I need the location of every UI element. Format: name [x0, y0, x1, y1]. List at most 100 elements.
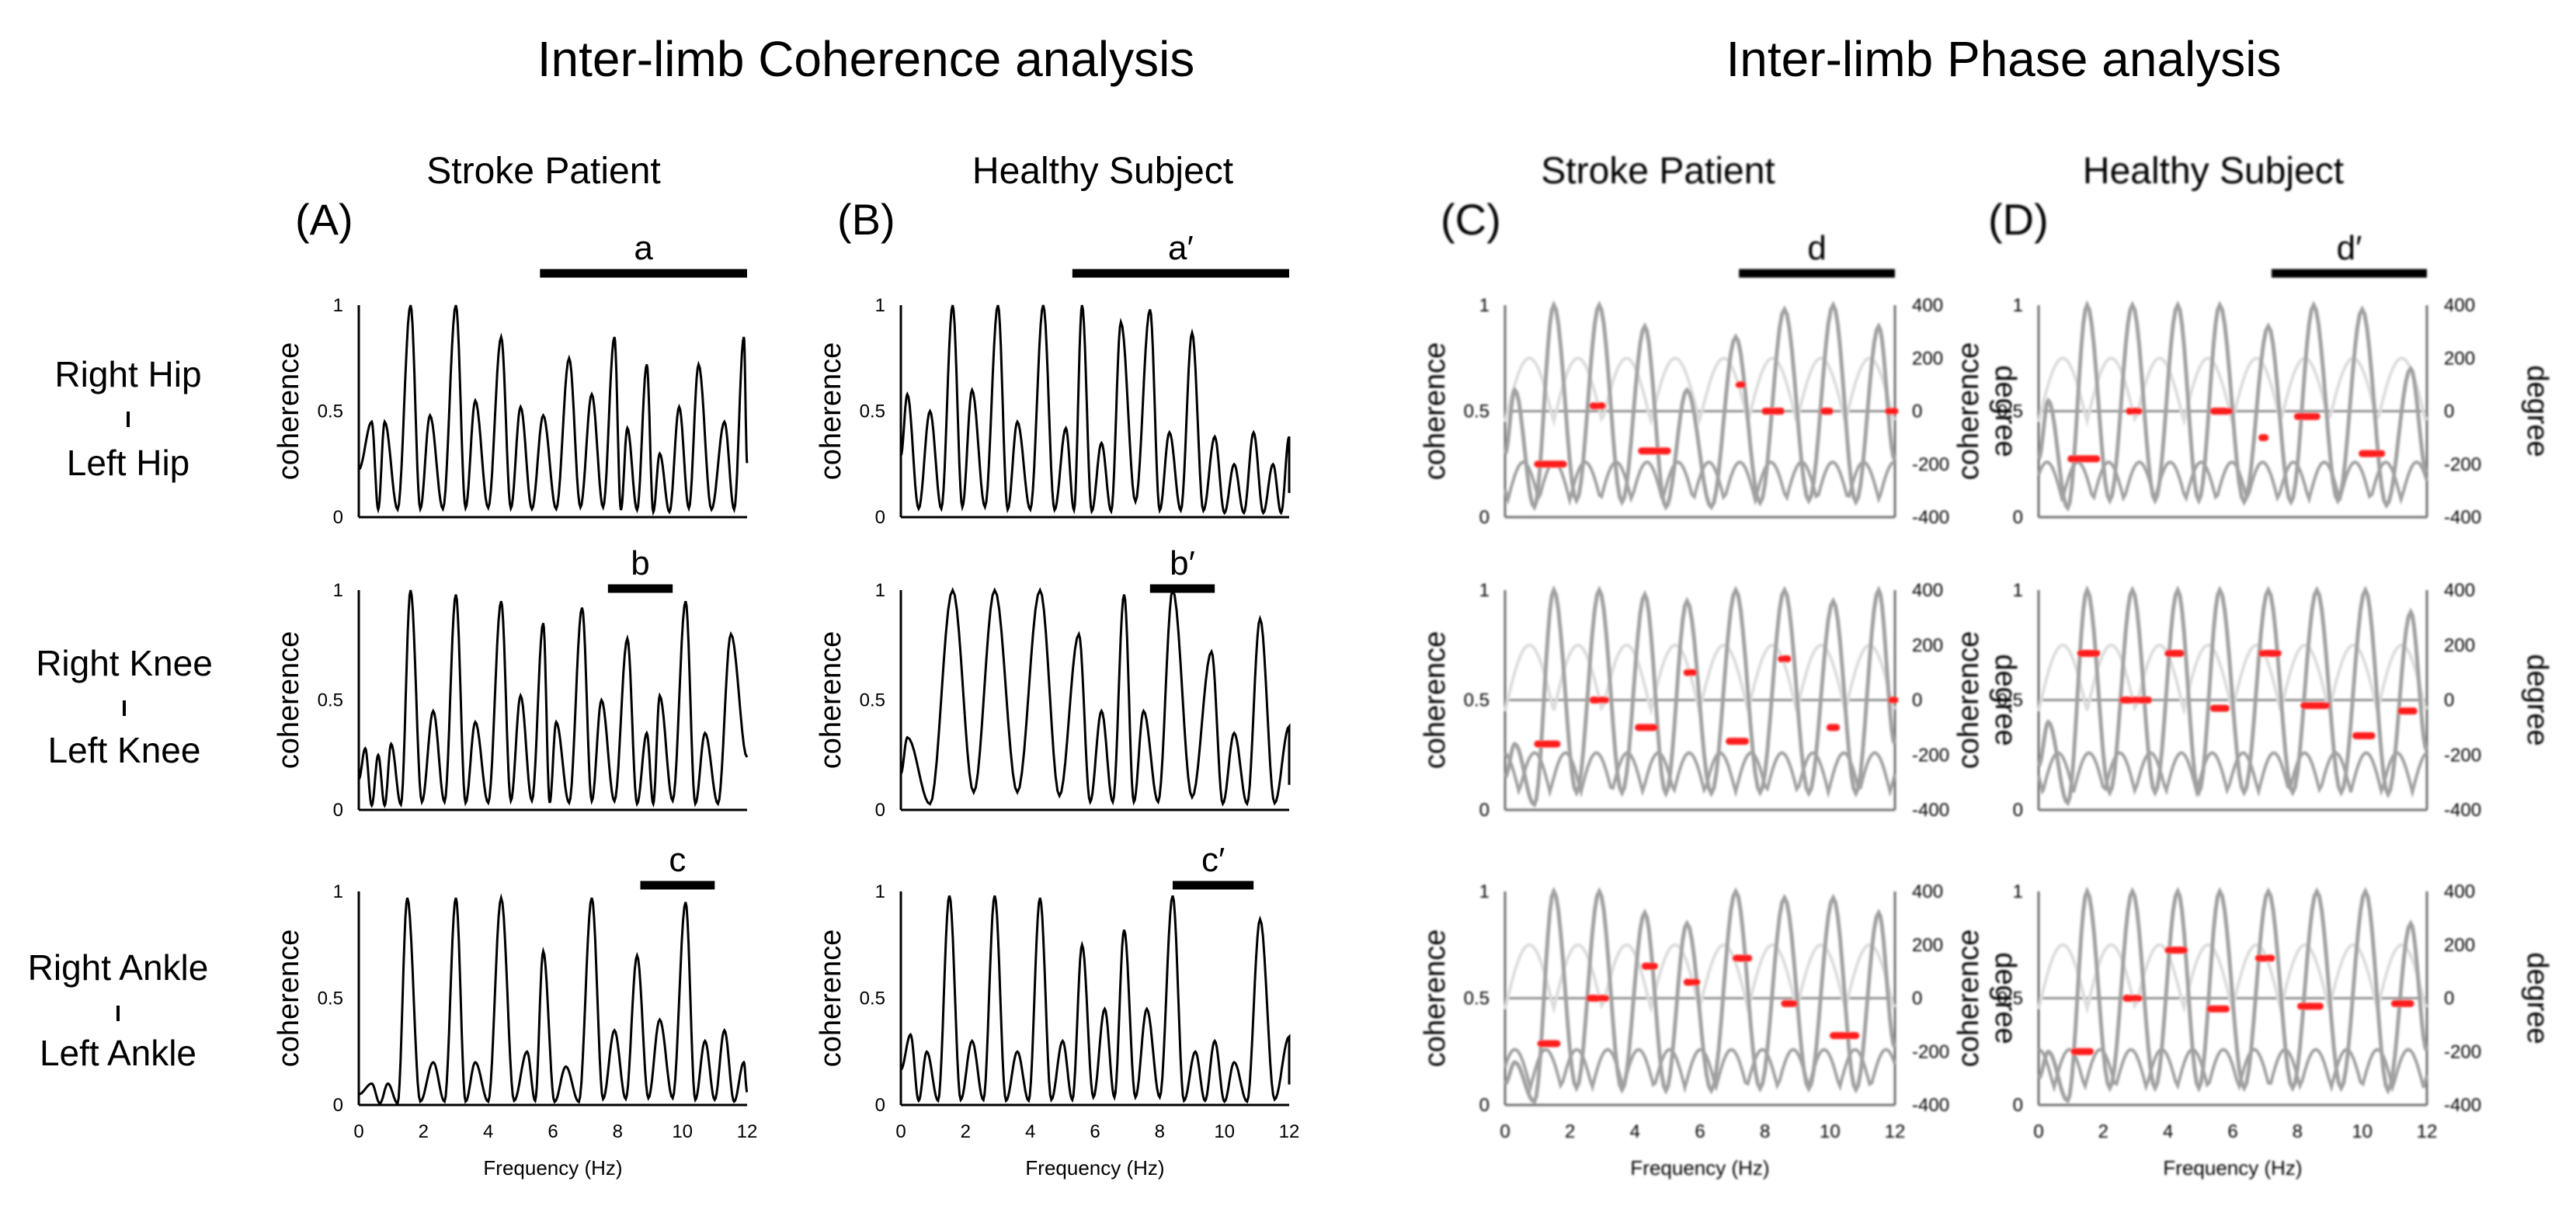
row-label-knee-top: Right Knee [36, 643, 213, 683]
ytick-label: 0.5 [318, 988, 343, 1009]
xtick-label: 6 [2227, 1121, 2237, 1142]
row-label-ankle-bottom: Left Ankle [40, 1033, 196, 1073]
xtick-label: 6 [1695, 1121, 1705, 1142]
ytick-label: 1 [875, 881, 885, 902]
xtick-label: 2 [961, 1121, 971, 1142]
y2tick-label: -400 [2444, 800, 2481, 821]
y2tick-label: -400 [2444, 507, 2481, 528]
y-axis-label: coherence [1952, 342, 1985, 480]
row-label-knee-bottom: Left Knee [48, 730, 201, 770]
xtick-label: 8 [613, 1121, 623, 1142]
coherence-line [900, 895, 1291, 1104]
lower-coherence-line [2037, 460, 2428, 506]
coherence-line [2037, 886, 2429, 1104]
y-axis-label: coherence [815, 631, 847, 769]
y2tick-label: 400 [1912, 881, 1943, 902]
panel-D-row1: 0 0.5 1 coherence 400 200 0 -200 -400 degree d′ [1952, 229, 2553, 528]
coherence-line [357, 589, 749, 808]
y2tick-label: 400 [2444, 295, 2475, 316]
range-bar-label: d′ [2337, 229, 2362, 267]
ytick-label: 0.5 [860, 690, 885, 711]
y2tick-label: 200 [2444, 935, 2475, 956]
ytick-label: 0 [2013, 507, 2023, 528]
xtick-label: 8 [1760, 1121, 1770, 1142]
ytick-label: 0 [2013, 1095, 2023, 1116]
xtick-label: 0 [895, 1121, 906, 1142]
y-axis-label: coherence [1952, 929, 1985, 1067]
panel-B-row1: 0 0.5 1 coherence a′ [815, 229, 1291, 528]
row-label-knee: Right Knee Left Knee [36, 643, 213, 770]
y-axis-label: coherence [273, 342, 305, 480]
ytick-label: 1 [1479, 580, 1490, 601]
coherence-line [899, 304, 1291, 516]
y-axis-label: coherence [1419, 929, 1451, 1067]
y2tick-label: 400 [2444, 580, 2475, 601]
row-label-ankle: Right Ankle Left Ankle [28, 947, 209, 1073]
ytick-label: 1 [333, 295, 343, 316]
ytick-label: 1 [333, 580, 343, 601]
y2tick-label: 400 [1912, 295, 1943, 316]
y2-axis-label: degree [2521, 952, 2553, 1044]
coherence-line [2036, 300, 2429, 512]
range-bar-label: c′ [1201, 841, 1225, 879]
y2tick-label: 200 [1912, 635, 1943, 656]
range-bar-label: c [669, 841, 686, 879]
title-coherence: Inter-limb Coherence analysis [537, 31, 1195, 87]
ytick-label: 0.5 [1997, 988, 2023, 1009]
y-axis-label: coherence [273, 929, 305, 1067]
xtick-label: 2 [2098, 1121, 2108, 1142]
panel-C-row3: 0 0.5 1 coherence 400 200 0 -200 -400 degree 0 2 4 6 8… [1419, 881, 2022, 1180]
ytick-label: 0 [875, 1095, 885, 1116]
xtick-label: 6 [548, 1121, 558, 1142]
light-coherence-line [1504, 356, 1896, 428]
xtick-label: 8 [1155, 1121, 1165, 1142]
y2tick-label: -200 [1912, 745, 1949, 766]
y-axis-label: coherence [273, 631, 305, 769]
xtick-label: 2 [1565, 1121, 1575, 1142]
x-axis-label: Frequency (Hz) [1025, 1156, 1164, 1180]
y2tick-label: 0 [2444, 988, 2454, 1009]
lower-coherence-line [1504, 751, 1896, 799]
column-label-A: Stroke Patient [426, 151, 661, 192]
range-bar-label: a [634, 229, 653, 267]
y2tick-label: 400 [1912, 580, 1943, 601]
xtick-label: 10 [2352, 1121, 2373, 1142]
ytick-label: 0.5 [860, 988, 885, 1009]
xtick-label: 6 [1090, 1121, 1100, 1142]
ytick-label: 0 [1479, 507, 1490, 528]
y2tick-label: 200 [2444, 635, 2475, 656]
lower-coherence-line [2038, 1048, 2428, 1093]
xtick-label: 4 [1025, 1121, 1035, 1142]
y2tick-label: 0 [1912, 690, 1922, 711]
row-label-hip-top: Right Hip [54, 354, 201, 394]
lower-coherence-line [2037, 751, 2428, 798]
lower-coherence-line [1504, 1048, 1896, 1094]
row-label-hip-bottom: Left Hip [67, 443, 190, 483]
y-axis-label: coherence [1419, 342, 1451, 480]
ytick-label: 0 [333, 1095, 343, 1116]
y2tick-label: -400 [1912, 800, 1949, 821]
light-coherence-line [1504, 943, 1896, 1015]
x-axis-label: Frequency (Hz) [483, 1156, 622, 1180]
ytick-label: 0.5 [1464, 988, 1490, 1009]
xtick-label: 0 [1500, 1121, 1510, 1142]
row-label-hip: Right Hip Left Hip [54, 354, 201, 483]
y-axis-label: coherence [815, 342, 847, 480]
xtick-label: 12 [737, 1121, 758, 1142]
panel-C-row1: 0 0.5 1 coherence 400 200 0 -200 -400 degree d [1419, 229, 2022, 528]
coherence-line [2037, 585, 2429, 807]
panel-D-row3: 0 0.5 1 coherence 400 200 0 -200 -400 degree 0 2 4 6 8… [1952, 881, 2553, 1180]
coherence-line [1504, 585, 1897, 808]
y2tick-label: 200 [1912, 348, 1943, 369]
column-label-D: Healthy Subject [2083, 151, 2344, 192]
y-axis-label: coherence [1419, 631, 1451, 769]
light-coherence-line [1504, 643, 1896, 717]
xtick-label: 10 [1214, 1121, 1235, 1142]
light-coherence-line [2037, 643, 2428, 717]
range-bar-label: b [631, 544, 649, 582]
ytick-label: 1 [333, 881, 343, 902]
y2tick-label: 400 [2444, 881, 2475, 902]
row-label-ankle-top: Right Ankle [28, 947, 209, 988]
xtick-label: 10 [672, 1121, 693, 1142]
